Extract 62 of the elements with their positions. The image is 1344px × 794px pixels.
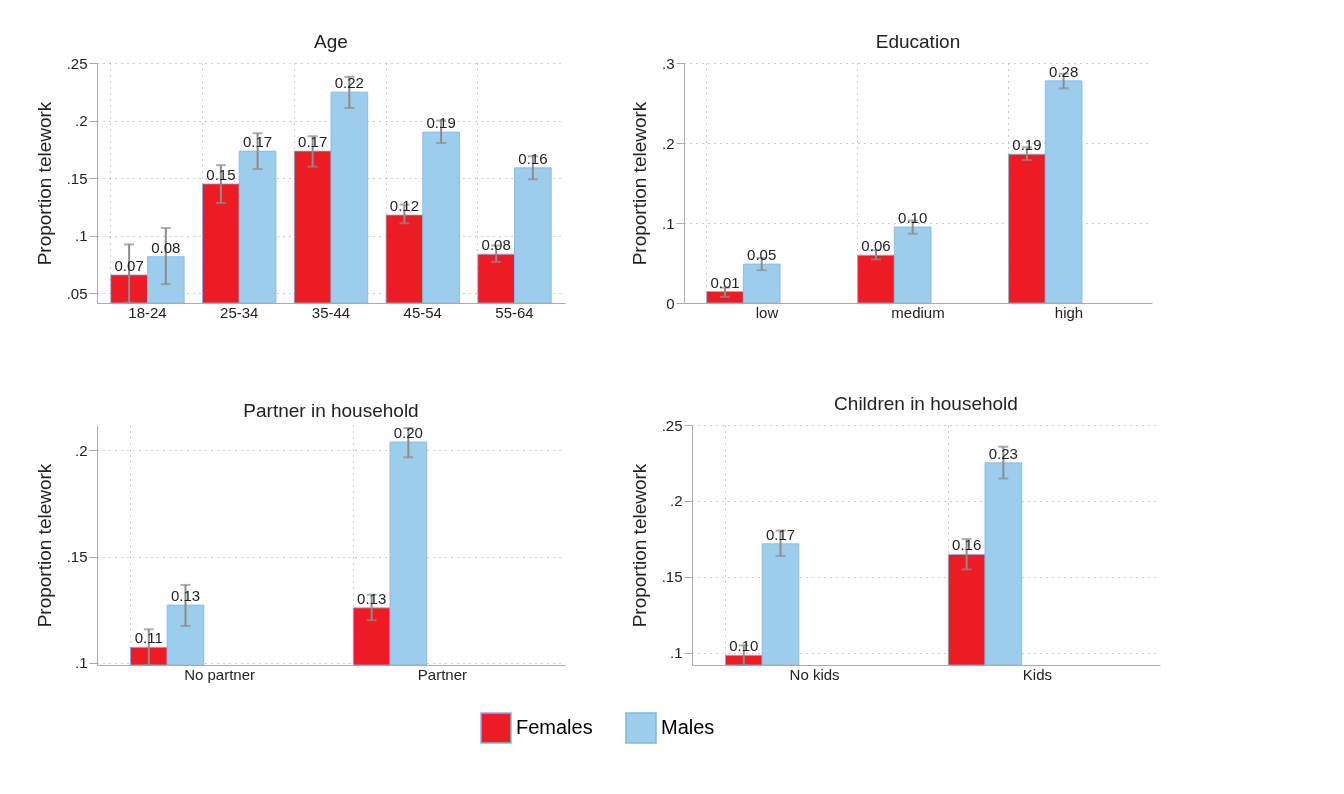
data-label: 0.17 [298,133,328,151]
x-tick-label: No kids [789,665,840,683]
y-tick-label: .15 [66,548,88,566]
data-label: 0.19 [426,114,456,132]
y-tick-label: .2 [661,134,675,152]
data-label: 0.06 [861,237,891,255]
data-label: 0.07 [114,256,144,274]
chart-title: Children in household [834,393,1018,414]
legend-label: Females [516,716,593,738]
y-axis-title: Proportion telework [33,101,55,266]
y-tick-label: .25 [66,54,88,72]
y-tick-label: .2 [669,492,683,510]
x-tick-label: high [1054,303,1084,321]
data-label: 0.19 [1012,136,1042,154]
y-axis-title: Proportion telework [33,463,55,628]
data-label: 0.11 [134,629,163,647]
data-label: 0.12 [389,197,420,215]
y-tick-label: .05 [66,284,88,302]
x-tick-label: 25-34 [220,303,259,321]
x-tick-label: No partner [184,665,256,683]
data-label: 0.05 [747,246,777,264]
x-tick-label: 18-24 [128,303,167,321]
data-label: 0.23 [988,444,1018,462]
x-tick-label: 45-54 [403,303,442,321]
data-label: 0.16 [952,536,982,554]
x-tick-label: Partner [417,665,468,683]
data-label: 0.08 [151,238,181,256]
chart-title: Partner in household [243,400,419,421]
data-label: 0.10 [898,209,928,226]
x-tick-label: 55-64 [495,303,534,321]
data-label: 0.08 [481,236,511,254]
data-label: 0.22 [334,74,364,92]
y-tick-label: .15 [661,568,683,586]
y-tick-label: .2 [74,112,88,130]
x-tick-label: 35-44 [311,303,351,321]
data-label: 0.10 [729,637,759,655]
x-tick-label: medium [891,303,945,321]
data-label: 0.17 [765,525,796,543]
data-label: 0.20 [393,423,423,441]
data-label: 0.17 [242,133,273,151]
chart-title: Education [875,31,961,52]
y-axis-title: Proportion telework [628,101,650,266]
data-label: 0.16 [518,149,548,167]
data-label: 0.01 [710,273,740,291]
y-tick-label: .2 [74,441,88,459]
data-label: 0.15 [206,165,236,183]
y-tick-label: .15 [66,169,88,187]
data-label: 0.13 [357,589,387,607]
data-label: 0.28 [1049,62,1079,80]
y-tick-label: .1 [669,644,683,662]
y-tick-label: .25 [661,416,683,434]
data-label: 0.13 [170,587,201,605]
y-axis-title: Proportion telework [628,463,650,628]
legend-label: Males [661,716,715,738]
chart-title: Age [314,31,348,52]
y-tick-label: .1 [661,214,675,232]
x-tick-label: low [755,303,779,321]
x-tick-label: Kids [1022,665,1053,683]
y-tick-label: .3 [661,54,675,72]
y-tick-label: .1 [74,654,88,672]
y-tick-label: .1 [74,227,88,245]
y-tick-label: 0 [666,294,675,312]
